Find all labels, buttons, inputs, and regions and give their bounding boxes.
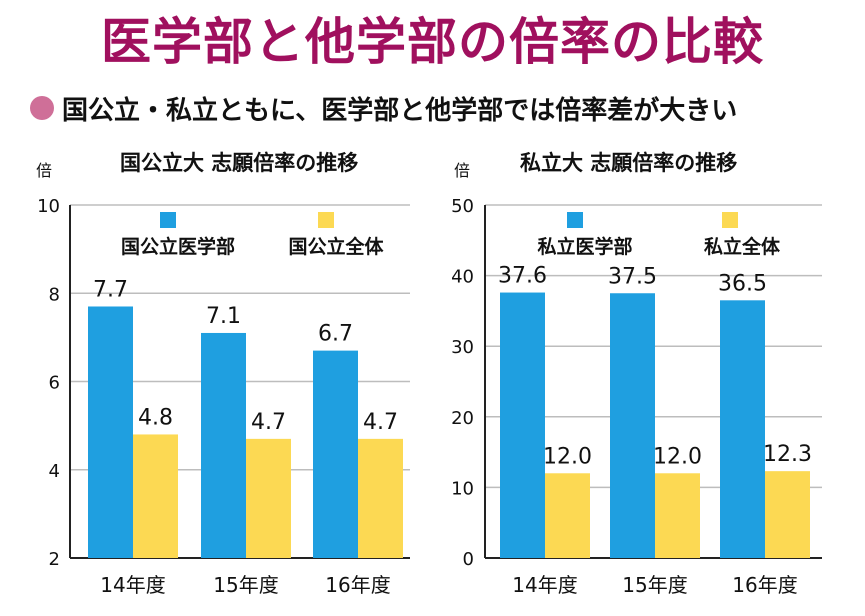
right-data-label: 12.0 (653, 444, 702, 469)
left-data-label: 4.7 (251, 410, 286, 435)
right-data-label: 37.6 (498, 264, 547, 289)
left-data-label: 4.7 (363, 410, 398, 435)
right-xtick-label: 14年度 (512, 573, 577, 597)
left-legend-swatch-blue (160, 212, 176, 228)
left-bar-blue (201, 332, 246, 558)
left-bar-blue (313, 350, 358, 558)
left-bar-yellow (246, 438, 291, 558)
right-data-label: 12.3 (763, 442, 812, 467)
subtitle: 国公立・私立ともに、医学部と他学部では倍率差が大きい (30, 88, 737, 128)
bullet-dot-icon (30, 96, 54, 120)
left-xtick-label: 14年度 (100, 573, 165, 597)
right-ytick-label: 40 (451, 267, 474, 288)
left-data-label: 7.7 (93, 277, 128, 302)
left-legend-label-yellow: 国公立全体 (288, 235, 384, 258)
subtitle-text: 国公立・私立ともに、医学部と他学部では倍率差が大きい (62, 95, 738, 126)
right-bar-yellow (655, 473, 700, 558)
right-bar-yellow (545, 473, 590, 558)
right-legend-label-blue: 私立医学部 (537, 235, 632, 258)
left-legend-swatch-yellow (318, 212, 334, 228)
right-ytick-label: 30 (451, 337, 474, 358)
page-title: 医学部と他学部の倍率の比較 (101, 13, 764, 71)
right-data-label: 36.5 (718, 271, 767, 296)
right-bar-blue (500, 292, 545, 558)
right-bar-yellow (765, 471, 810, 558)
right-data-label: 12.0 (543, 444, 592, 469)
left-chart-title: 国公立大 志願倍率の推移 (120, 151, 358, 175)
right-bar-blue (610, 293, 655, 558)
right-legend-swatch-yellow (722, 212, 738, 228)
left-ytick-label: 2 (49, 549, 60, 570)
left-bar-yellow (358, 438, 403, 558)
right-xtick-label: 16年度 (732, 573, 797, 597)
right-xtick-label: 15年度 (622, 573, 687, 597)
left-ytick-label: 4 (49, 461, 60, 482)
right-unit-label: 倍 (454, 161, 470, 180)
right-ytick-label: 10 (451, 478, 474, 499)
left-unit-label: 倍 (36, 161, 52, 180)
left-xtick-label: 16年度 (325, 573, 390, 597)
left-xtick-label: 15年度 (213, 573, 278, 597)
right-ytick-label: 20 (451, 408, 474, 429)
left-bar-blue (88, 306, 133, 558)
left-legend-label-blue: 国公立医学部 (121, 235, 235, 258)
right-data-label: 37.5 (608, 264, 657, 289)
left-data-label: 4.8 (138, 405, 173, 430)
right-legend-swatch-blue (567, 212, 583, 228)
right-ytick-label: 50 (451, 196, 474, 217)
right-chart-title: 私立大 志願倍率の推移 (520, 151, 737, 175)
left-ytick-label: 10 (37, 196, 60, 217)
left-ytick-label: 6 (49, 373, 60, 394)
left-ytick-label: 8 (49, 284, 60, 305)
left-bar-yellow (133, 434, 178, 558)
right-legend-label-yellow: 私立全体 (704, 235, 781, 258)
left-data-label: 6.7 (318, 322, 353, 347)
right-ytick-label: 0 (463, 549, 474, 570)
left-data-label: 7.1 (206, 304, 241, 329)
right-bar-blue (720, 300, 765, 558)
